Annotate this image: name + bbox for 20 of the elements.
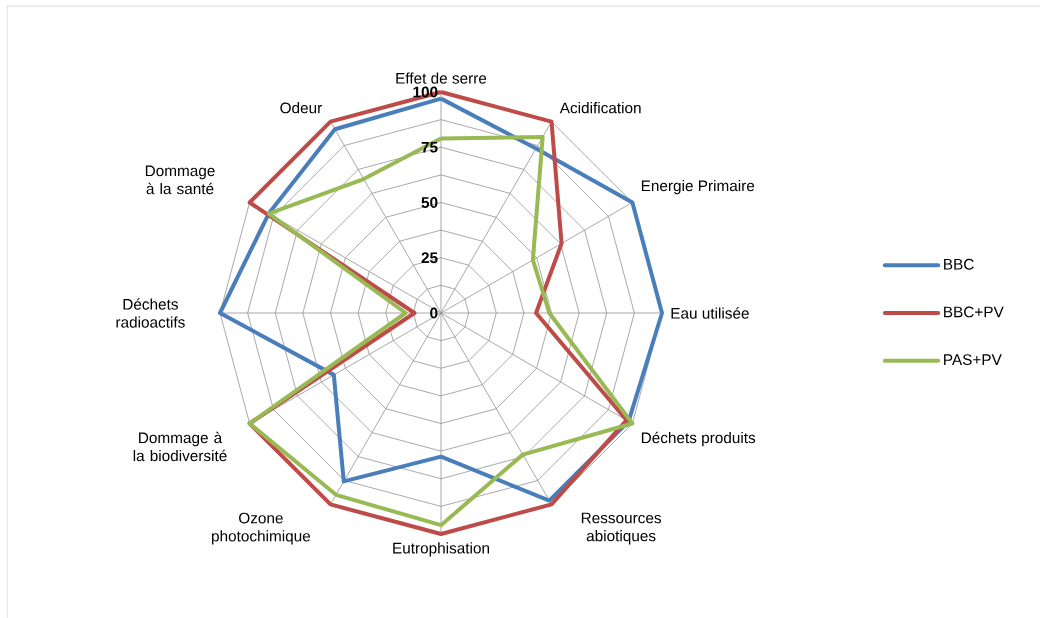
spoke-label: Eutrophisation bbox=[393, 542, 489, 557]
spoke-label: Effet de serre bbox=[396, 72, 487, 84]
spoke-label: Odeur bbox=[280, 102, 322, 114]
spoke-label: Dommage à la biodiversité bbox=[133, 431, 227, 462]
spoke-label: Energie Primaire bbox=[641, 179, 755, 195]
spoke-label: Déchets produits bbox=[641, 431, 756, 447]
legend-label: BBC bbox=[944, 258, 974, 270]
y-tick-label: 100 bbox=[413, 86, 438, 98]
y-tick-label: 75 bbox=[421, 141, 438, 153]
spoke-label: Acidification bbox=[559, 102, 641, 114]
y-tick-label: 0 bbox=[430, 307, 438, 319]
y-tick-label: 25 bbox=[421, 252, 438, 264]
spoke-label: Déchets radioactifs bbox=[116, 298, 185, 328]
legend-label: PAS+PV bbox=[944, 354, 1002, 366]
legend-label: BBC+PV bbox=[944, 306, 1004, 318]
spoke-label: Ressources abiotiques bbox=[581, 512, 662, 545]
spoke-label: Dommage à la santé bbox=[145, 165, 215, 195]
y-tick-label: 50 bbox=[421, 197, 438, 208]
spoke-label: Ozone photochimique bbox=[212, 512, 311, 545]
spoke-label: Eau utilisée bbox=[671, 307, 749, 319]
